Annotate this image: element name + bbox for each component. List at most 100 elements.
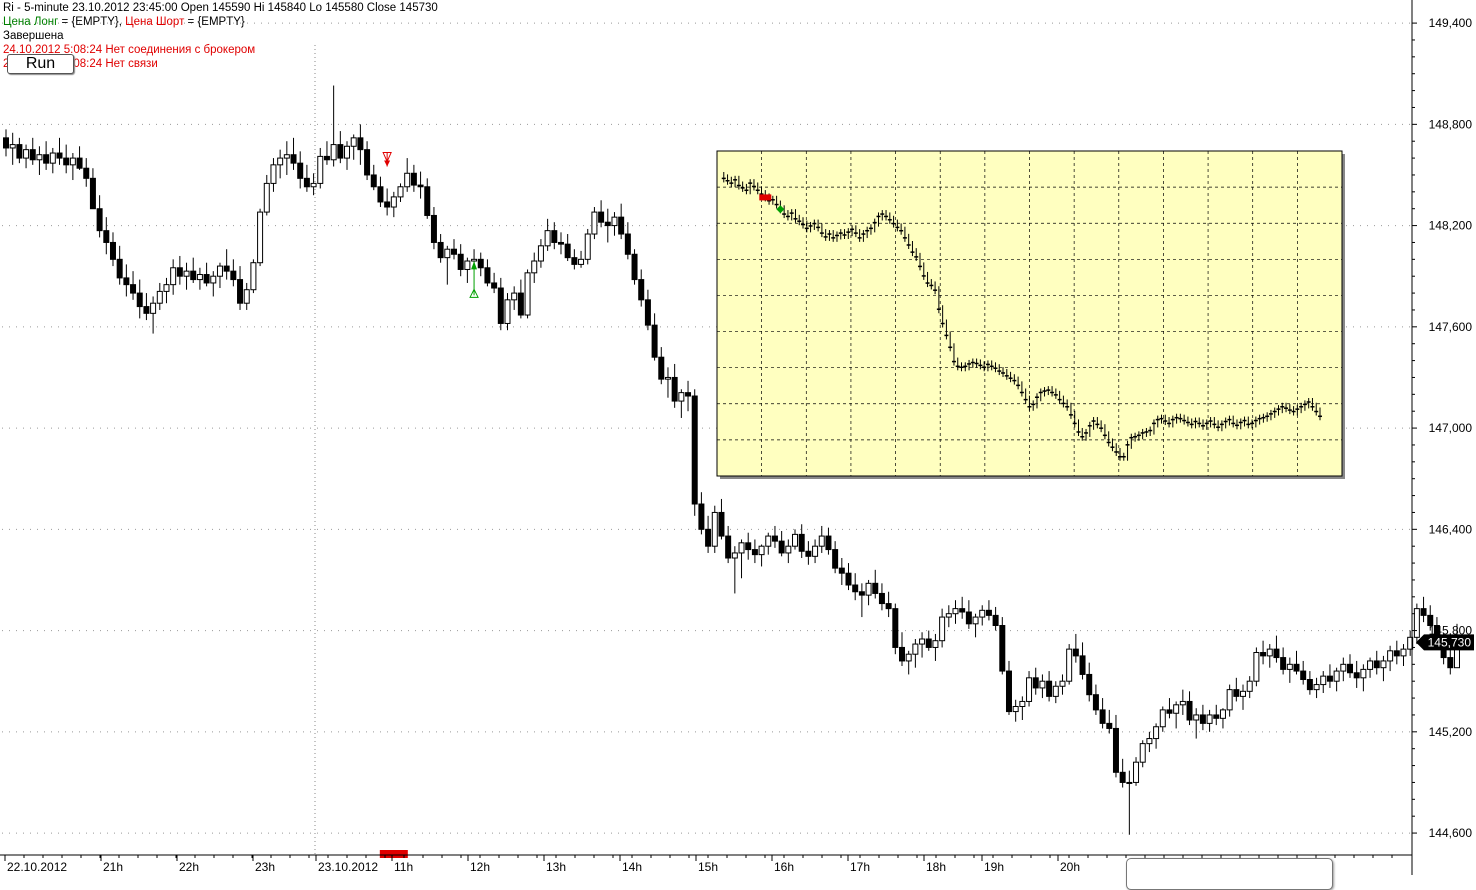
candle-body: [805, 550, 812, 557]
candle-body: [223, 265, 230, 272]
price-tick-label: 145,200: [1429, 725, 1473, 739]
candle-body: [812, 545, 819, 557]
candle-body: [1367, 660, 1374, 670]
candle-body: [464, 260, 471, 270]
candle-body: [899, 646, 905, 662]
candle-body: [858, 591, 865, 596]
run-button[interactable]: Run: [7, 54, 74, 74]
candle-body: [838, 567, 845, 574]
price-axis: 149,400 148,800 148,200 147,600 147,000 146,4…: [1411, 0, 1474, 875]
candle-body: [1373, 660, 1380, 669]
candle-body: [952, 608, 959, 615]
candle-body: [524, 272, 531, 316]
candle-body: [484, 267, 491, 284]
price-tick-label: 148,200: [1429, 219, 1473, 233]
candle-body: [758, 545, 765, 556]
long-price-label: Цена Лонг: [3, 16, 59, 28]
last-price-tag: [1416, 634, 1474, 651]
candle-body: [36, 154, 43, 161]
inset-short-marker: [759, 194, 772, 201]
candle-body: [591, 211, 598, 235]
candle-body: [1240, 690, 1247, 697]
last-price-label: 145,730: [1428, 635, 1472, 649]
candle-body: [1193, 714, 1200, 721]
candle-body: [1199, 714, 1206, 724]
candle-body: [939, 616, 946, 642]
candle-body: [1092, 694, 1099, 711]
price-tick-label: 145,800: [1429, 624, 1473, 638]
candle-body: [1306, 679, 1313, 691]
time-tick-label: 18h: [926, 860, 946, 874]
candle-body: [471, 258, 478, 262]
candle-body: [825, 535, 832, 551]
candle-body: [29, 149, 36, 161]
candle-body: [116, 258, 123, 279]
candle-body: [1153, 726, 1160, 740]
candle-body: [979, 609, 986, 618]
candle-body: [878, 592, 885, 605]
candle-body: [872, 582, 879, 594]
candle-body: [1233, 689, 1240, 697]
candle-body: [1213, 714, 1220, 719]
candle-body: [150, 302, 157, 314]
candle-body: [397, 186, 404, 198]
candle-body: [651, 324, 658, 358]
candle-body: [1286, 663, 1293, 670]
session-marker: [379, 850, 408, 858]
candle-body: [631, 253, 638, 281]
candle-body: [156, 290, 163, 304]
candle-body: [89, 177, 96, 210]
candle-body: [919, 638, 926, 645]
candle-body: [1139, 743, 1146, 763]
candle-body: [1420, 608, 1427, 616]
candle-body: [705, 528, 712, 547]
candle-body: [1280, 657, 1287, 670]
candle-body: [123, 277, 130, 286]
candle-body: [671, 376, 678, 402]
candle-body: [1380, 660, 1387, 669]
candle-body: [317, 155, 324, 184]
candle-body: [337, 144, 344, 159]
candle-body: [417, 184, 424, 188]
candle-body: [350, 137, 357, 147]
candle-body: [1146, 738, 1153, 745]
bottom-panel: [1126, 858, 1333, 890]
candle-body: [457, 253, 464, 270]
candle-body: [1226, 689, 1233, 711]
candle-body: [103, 230, 110, 243]
status-text: Завершена: [3, 30, 64, 42]
candle-body: [1273, 648, 1280, 659]
candle-body: [310, 182, 317, 188]
candle-body: [865, 582, 872, 596]
candle-body: [531, 260, 538, 274]
signals: [379, 152, 479, 858]
candle-body: [511, 292, 518, 301]
time-tick-label: 22h: [179, 860, 199, 874]
candle-body: [1052, 685, 1059, 697]
candle-body: [130, 284, 137, 294]
candle-body: [624, 233, 631, 255]
candle-body: [136, 292, 143, 308]
candle-body: [678, 392, 685, 402]
candle-body: [885, 603, 892, 610]
candle-body: [905, 653, 912, 662]
candle-body: [1119, 771, 1126, 783]
inset-long-marker: [776, 205, 785, 214]
candle-body: [544, 230, 551, 247]
candle-body: [1413, 608, 1420, 638]
candle-body: [183, 270, 190, 277]
candle-body: [564, 243, 571, 259]
candle-body: [250, 262, 257, 291]
candle-body: [992, 614, 999, 627]
price-tick-label: 146,400: [1429, 522, 1473, 536]
time-tick-label: 11h: [394, 860, 413, 874]
candle-body: [965, 611, 972, 625]
time-tick-label: 23h: [255, 860, 275, 874]
time-tick-label: 15h: [698, 860, 718, 874]
candle-body: [216, 265, 223, 277]
candle-body: [932, 640, 939, 648]
candle-body: [912, 643, 919, 655]
candle-body: [410, 172, 417, 186]
